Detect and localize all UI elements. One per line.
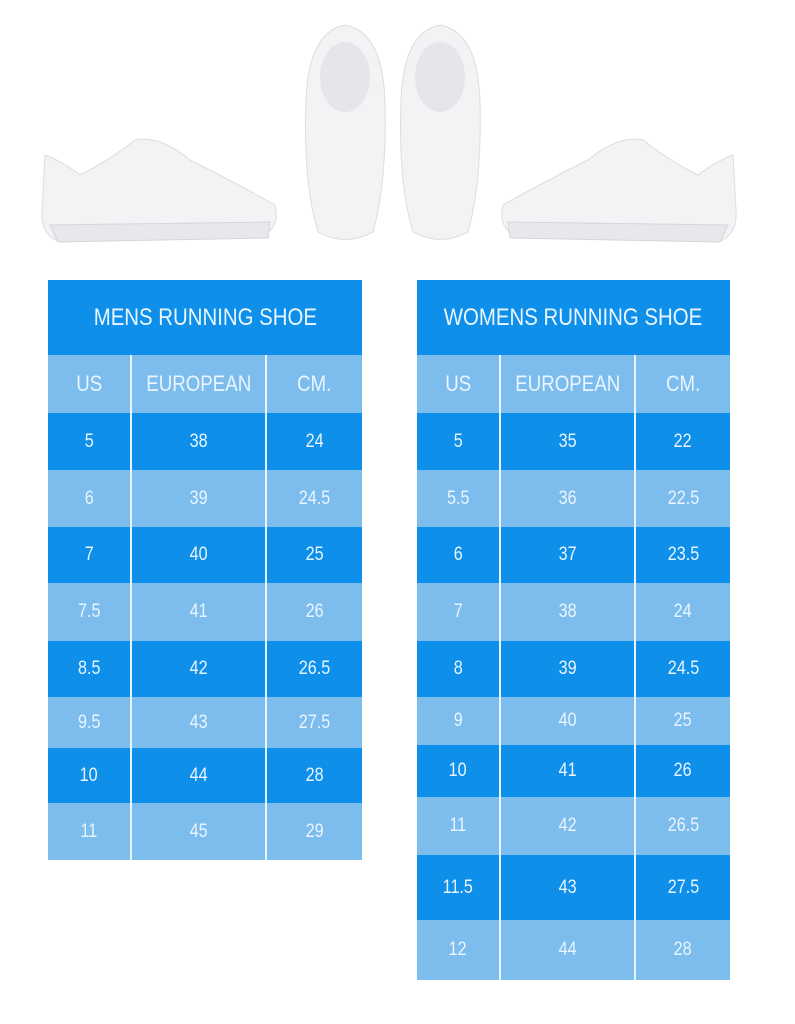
table-row: 11.5 43 27.5 — [417, 855, 730, 920]
table-cell: 22.5 — [667, 487, 699, 509]
table-cell: 26.5 — [298, 658, 331, 679]
table-cell: 12 — [417, 920, 501, 980]
table-cell: 37 — [501, 527, 636, 583]
womens-size-table: WOMENS RUNNING SHOE US EUROPEAN CM. 5 35 22 5.5… — [417, 280, 730, 980]
table-cell: 5 — [48, 413, 132, 470]
sneaker-side-right-image — [501, 138, 737, 243]
table-cell: 42 — [132, 641, 267, 697]
table-cell: 10 — [48, 748, 132, 803]
table-row: 6 37 23.5 — [417, 527, 730, 583]
table-row: 9 40 25 — [417, 697, 730, 745]
table-cell: 29 — [305, 820, 324, 842]
sneaker-side-left-image — [41, 138, 277, 243]
table-row: 6 39 24.5 — [48, 470, 362, 527]
table-row: 11 42 26.5 — [417, 797, 730, 855]
table-cell: 23.5 — [667, 544, 699, 565]
table-cell: 6 — [48, 470, 132, 527]
table-cell: 43 — [501, 855, 636, 920]
column-header: EUROPEAN — [501, 355, 636, 413]
table-cell: 6 — [417, 527, 501, 583]
table-cell: 26.5 — [667, 815, 699, 836]
table-cell: 5 — [417, 413, 501, 470]
table-row: 11 45 29 — [48, 803, 362, 860]
table-cell: 5.5 — [417, 470, 501, 527]
table-header-row: US EUROPEAN CM. — [48, 355, 362, 413]
table-cell: 24.5 — [298, 487, 331, 509]
table-cell: 8 — [417, 641, 501, 697]
column-header: EUROPEAN — [132, 355, 267, 413]
table-cell: 8.5 — [48, 641, 132, 697]
sneaker-top-right-image — [400, 24, 481, 240]
column-header: CM. — [297, 371, 332, 396]
table-row: 7 38 24 — [417, 583, 730, 641]
table-cell: 22 — [674, 430, 692, 452]
table-cell: 25 — [674, 710, 692, 731]
table-row: 7 40 25 — [48, 527, 362, 583]
table-row: 5.5 36 22.5 — [417, 470, 730, 527]
table-cell: 28 — [305, 764, 324, 786]
table-row: 8 39 24.5 — [417, 641, 730, 697]
table-title: WOMENS RUNNING SHOE — [417, 280, 730, 355]
table-cell: 38 — [132, 413, 267, 470]
table-row: 8.5 42 26.5 — [48, 641, 362, 697]
table-row: 5 35 22 — [417, 413, 730, 470]
table-cell: 41 — [501, 745, 636, 797]
table-title: MENS RUNNING SHOE — [48, 280, 362, 355]
table-cell: 28 — [674, 939, 692, 960]
table-row: 10 41 26 — [417, 745, 730, 797]
table-cell: 41 — [132, 583, 267, 641]
table-row: 12 44 28 — [417, 920, 730, 980]
table-cell: 38 — [501, 583, 636, 641]
table-cell: 24 — [674, 601, 692, 622]
column-header: CM. — [665, 371, 701, 396]
table-header-row: US EUROPEAN CM. — [417, 355, 730, 413]
table-cell: 44 — [501, 920, 636, 980]
sneaker-top-left-image — [305, 24, 386, 240]
table-cell: 39 — [501, 641, 636, 697]
table-cell: 43 — [132, 697, 267, 748]
table-cell: 36 — [501, 470, 636, 527]
table-cell: 26 — [674, 760, 692, 781]
table-cell: 11.5 — [417, 855, 501, 920]
table-cell: 9 — [417, 697, 501, 745]
column-header: US — [417, 355, 501, 413]
table-cell: 25 — [305, 544, 324, 565]
table-cell: 44 — [132, 748, 267, 803]
table-cell: 7 — [417, 583, 501, 641]
table-cell: 7.5 — [48, 583, 132, 641]
table-cell: 24.5 — [667, 658, 699, 679]
table-cell: 24 — [305, 430, 324, 452]
table-cell: 11 — [48, 803, 132, 860]
table-cell: 27.5 — [298, 711, 331, 733]
table-cell: 10 — [417, 745, 501, 797]
table-cell: 39 — [132, 470, 267, 527]
mens-size-table: MENS RUNNING SHOE US EUROPEAN CM. 5 38 24 6 39 24… — [48, 280, 362, 860]
table-row: 10 44 28 — [48, 748, 362, 803]
table-cell: 45 — [132, 803, 267, 860]
table-cell: 40 — [501, 697, 636, 745]
table-cell: 9.5 — [48, 697, 132, 748]
column-header: US — [48, 355, 132, 413]
table-cell: 35 — [501, 413, 636, 470]
table-cell: 11 — [417, 797, 501, 855]
table-row: 9.5 43 27.5 — [48, 697, 362, 748]
table-cell: 42 — [501, 797, 636, 855]
table-row: 7.5 41 26 — [48, 583, 362, 641]
table-row: 5 38 24 — [48, 413, 362, 470]
table-cell: 27.5 — [667, 876, 699, 898]
table-cell: 26 — [305, 601, 324, 622]
table-cell: 7 — [48, 527, 132, 583]
table-cell: 40 — [132, 527, 267, 583]
